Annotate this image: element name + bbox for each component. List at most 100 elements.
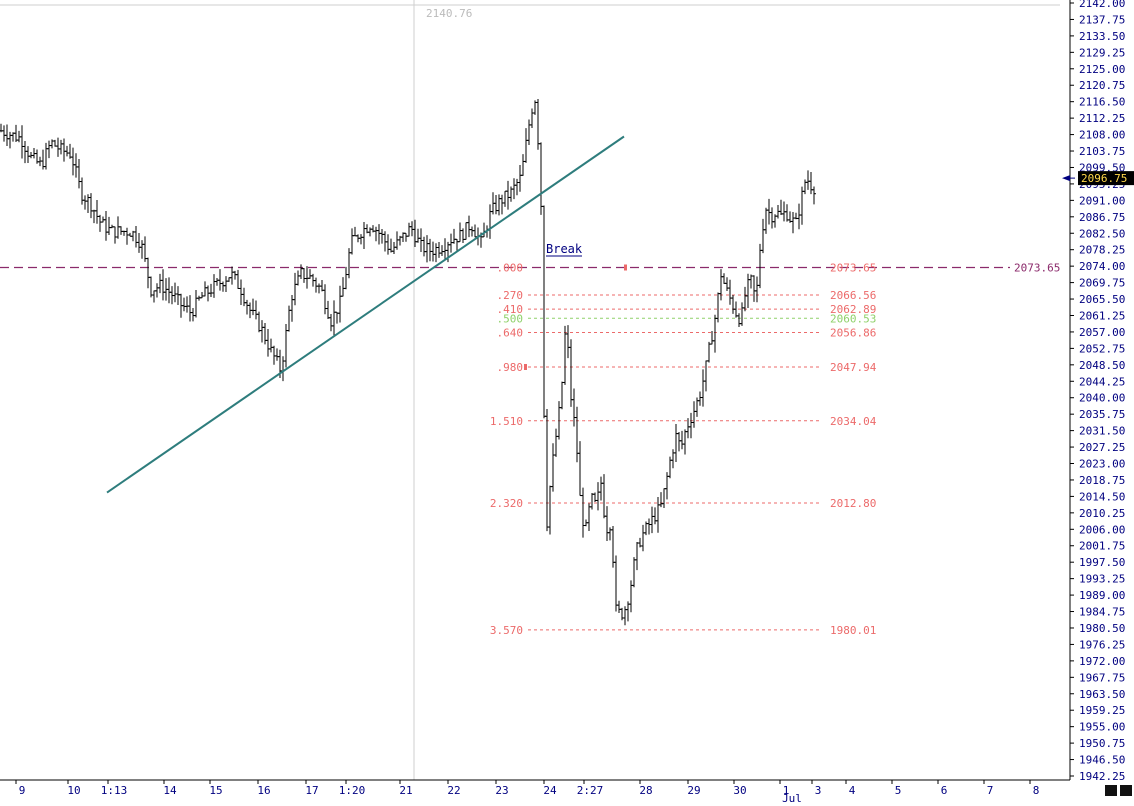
price-bar[interactable]: [527, 119, 531, 146]
price-bar[interactable]: [791, 211, 795, 234]
price-bar[interactable]: [341, 277, 345, 297]
price-bar[interactable]: [464, 222, 468, 240]
price-bar[interactable]: [554, 428, 558, 457]
price-bar[interactable]: [764, 207, 768, 234]
price-bar[interactable]: [713, 314, 717, 353]
price-bar[interactable]: [455, 238, 459, 251]
price-bar[interactable]: [611, 525, 615, 568]
price-bar[interactable]: [743, 286, 747, 312]
corner-square-icon[interactable]: [1105, 785, 1117, 796]
price-bar[interactable]: [650, 506, 654, 534]
price-bar[interactable]: [2, 125, 6, 142]
price-bar[interactable]: [440, 245, 444, 257]
price-bar[interactable]: [245, 299, 249, 315]
price-bar[interactable]: [506, 180, 510, 210]
price-bar[interactable]: [614, 555, 618, 612]
price-bar[interactable]: [473, 224, 477, 238]
price-bar[interactable]: [524, 128, 528, 163]
price-bar[interactable]: [104, 211, 108, 241]
price-bar[interactable]: [59, 139, 63, 155]
price-bar[interactable]: [431, 241, 435, 262]
price-bar[interactable]: [800, 186, 804, 225]
corner-square-icon[interactable]: [1120, 785, 1132, 796]
price-bar[interactable]: [290, 294, 294, 322]
price-bar[interactable]: [605, 506, 609, 541]
price-bar[interactable]: [401, 232, 405, 243]
price-bar[interactable]: [266, 328, 270, 357]
price-bar[interactable]: [317, 283, 321, 294]
price-bar[interactable]: [656, 497, 660, 533]
price-bar[interactable]: [740, 302, 744, 326]
price-bar[interactable]: [215, 278, 219, 286]
price-bar[interactable]: [467, 215, 471, 238]
price-bar[interactable]: [779, 199, 783, 216]
price-bar[interactable]: [221, 281, 225, 292]
price-bar[interactable]: [389, 238, 393, 253]
price-bar[interactable]: [710, 331, 714, 345]
price-bar[interactable]: [599, 476, 603, 501]
price-bar[interactable]: [563, 325, 567, 385]
price-bar[interactable]: [461, 228, 465, 244]
price-bar[interactable]: [488, 204, 492, 239]
price-bar[interactable]: [470, 226, 474, 237]
price-bar[interactable]: [452, 228, 456, 244]
price-bar[interactable]: [674, 424, 678, 463]
price-bar[interactable]: [443, 238, 447, 260]
price-bar[interactable]: [458, 222, 462, 243]
price-bar[interactable]: [161, 269, 165, 301]
price-bar[interactable]: [767, 198, 771, 225]
price-bar[interactable]: [422, 236, 426, 257]
price-bar[interactable]: [404, 232, 408, 242]
price-bar[interactable]: [77, 159, 81, 189]
price-bar[interactable]: [728, 279, 732, 305]
price-bar[interactable]: [293, 272, 297, 306]
price-bar[interactable]: [149, 276, 153, 298]
price-bar[interactable]: [158, 273, 162, 294]
price-bar[interactable]: [275, 348, 279, 361]
price-bar[interactable]: [437, 241, 441, 258]
price-bar[interactable]: [260, 320, 264, 343]
price-bar[interactable]: [689, 412, 693, 439]
price-bar[interactable]: [194, 290, 198, 318]
price-bar[interactable]: [785, 204, 789, 222]
price-bar[interactable]: [71, 147, 75, 176]
price-bar[interactable]: [635, 541, 639, 571]
price-bar[interactable]: [707, 341, 711, 363]
price-bar[interactable]: [314, 277, 318, 293]
price-bar[interactable]: [641, 524, 645, 552]
price-bar[interactable]: [449, 233, 453, 253]
price-bar[interactable]: [719, 269, 723, 301]
price-bar[interactable]: [320, 280, 324, 292]
price-bar[interactable]: [5, 124, 9, 147]
price-bar[interactable]: [92, 209, 96, 224]
price-bar[interactable]: [281, 356, 285, 382]
price-bar[interactable]: [299, 264, 303, 279]
price-bar[interactable]: [539, 142, 543, 215]
price-bar[interactable]: [659, 492, 663, 508]
price-bar[interactable]: [395, 231, 399, 250]
price-bar[interactable]: [632, 557, 636, 588]
price-bar[interactable]: [380, 228, 384, 244]
price-bar[interactable]: [251, 298, 255, 316]
price-bar[interactable]: [26, 146, 30, 164]
price-bar[interactable]: [692, 401, 696, 428]
price-bar[interactable]: [353, 226, 357, 237]
price-bar[interactable]: [329, 313, 333, 332]
price-bar[interactable]: [662, 488, 666, 508]
price-bar[interactable]: [119, 226, 123, 235]
price-bar[interactable]: [434, 243, 438, 263]
price-bar[interactable]: [44, 142, 48, 170]
price-bar[interactable]: [500, 194, 504, 215]
price-bar[interactable]: [287, 305, 291, 332]
trend-line[interactable]: [106, 135, 625, 494]
price-bar[interactable]: [203, 281, 207, 297]
price-bar[interactable]: [167, 277, 171, 304]
price-bar[interactable]: [47, 140, 51, 159]
price-bar[interactable]: [332, 300, 336, 337]
price-bar[interactable]: [185, 296, 189, 313]
price-bar[interactable]: [575, 406, 579, 463]
price-bar[interactable]: [704, 360, 708, 392]
price-bar[interactable]: [602, 474, 606, 519]
price-bar[interactable]: [344, 266, 348, 290]
price-bar[interactable]: [242, 287, 246, 307]
